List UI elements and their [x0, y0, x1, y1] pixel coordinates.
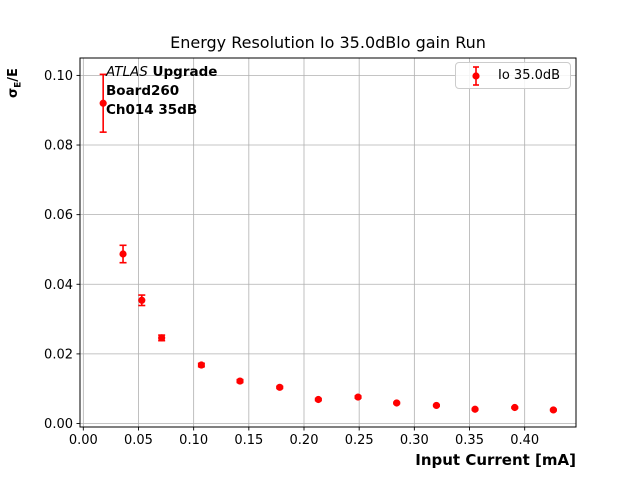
x-tick-label: 0.10 [179, 433, 208, 448]
gridlines [80, 58, 576, 427]
x-tick-labels: 0.00 0.05 0.10 0.15 0.20 0.25 0.30 0.35 0.40 [69, 433, 539, 448]
ylabel-sigma: σ [6, 87, 21, 98]
y-tick-label: 0.06 [44, 208, 73, 223]
data-point [354, 393, 362, 401]
y-axis-label: σE/E [6, 51, 26, 115]
annotation-line-1: ATLAS Upgrade [106, 63, 217, 82]
data-point [197, 361, 205, 369]
data-point [99, 99, 107, 107]
data-point [511, 403, 519, 412]
x-axis-label: Input Current [mA] [415, 451, 576, 469]
x-tick-label: 0.15 [234, 433, 263, 448]
axes-frame [79, 57, 577, 428]
y-tick-label: 0.04 [44, 278, 73, 293]
x-tick-label: 0.20 [290, 433, 319, 448]
x-tick-label: 0.35 [455, 433, 484, 448]
data-point [236, 377, 244, 385]
tick-marks [76, 74, 526, 431]
data-point [432, 401, 441, 410]
ylabel-rest: /E [6, 68, 21, 82]
legend-errorbar-marker-icon [472, 65, 480, 86]
error-bars [99, 73, 557, 412]
data-point [549, 406, 557, 414]
y-tick-label: 0.10 [44, 69, 73, 84]
data-point [119, 250, 127, 258]
data-point [158, 334, 166, 342]
data-point [138, 296, 146, 304]
ylabel-subscript: E [13, 81, 24, 88]
y-tick-label: 0.02 [44, 347, 73, 362]
annotation-atlas: ATLAS [106, 64, 148, 80]
annotation-line-2: Board260 [106, 83, 180, 99]
annotation-block: ATLAS Upgrade Board260 Ch014 35dB [106, 63, 217, 120]
legend-label: Io 35.0dB [498, 68, 561, 83]
data-point [314, 395, 322, 404]
x-tick-label: 0.40 [510, 433, 539, 448]
x-tick-label: 0.05 [124, 433, 153, 448]
data-point [471, 405, 479, 413]
data-points [99, 99, 557, 414]
annotation-upgrade: Upgrade [147, 64, 218, 80]
annotation-line-3: Ch014 35dB [106, 102, 198, 118]
y-tick-label: 0.00 [44, 417, 73, 432]
legend-box: Io 35.0dB [455, 62, 571, 89]
chart-title: Energy Resolution Io 35.0dBlo gain Run [170, 33, 486, 52]
data-point [276, 383, 284, 391]
y-tick-labels: 0.00 0.02 0.04 0.06 0.08 0.10 [44, 69, 73, 432]
x-tick-label: 0.30 [400, 433, 429, 448]
data-point [393, 399, 401, 407]
x-tick-label: 0.25 [345, 433, 374, 448]
x-tick-label: 0.00 [69, 433, 98, 448]
y-tick-label: 0.08 [44, 139, 73, 154]
